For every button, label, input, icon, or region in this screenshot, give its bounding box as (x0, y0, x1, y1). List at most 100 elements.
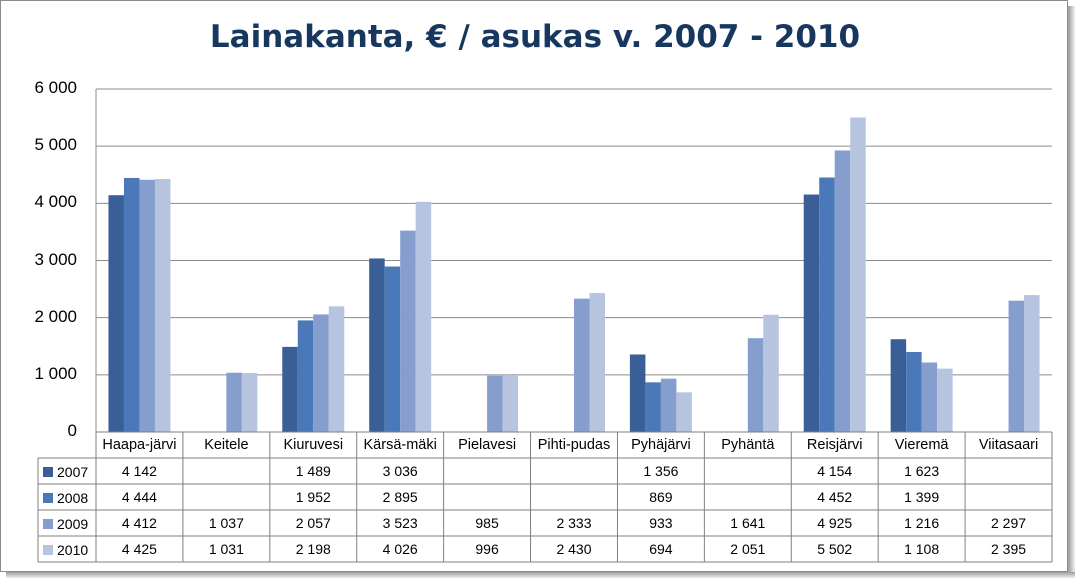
bar (328, 306, 345, 432)
bar (921, 362, 938, 432)
table-value: 2 051 (730, 541, 766, 557)
table-value: 996 (475, 541, 499, 557)
bar (123, 177, 140, 432)
table-value: 694 (649, 541, 673, 557)
bar (660, 378, 677, 432)
y-tick-label: 2 000 (34, 306, 77, 326)
table-value: 1 216 (904, 515, 940, 531)
table-value: 2 333 (556, 515, 592, 531)
category-label: Viitasaari (978, 437, 1039, 453)
y-tick-label: 6 000 (34, 78, 77, 97)
bar (297, 320, 314, 432)
bar (108, 195, 124, 432)
table-value: 2 297 (991, 515, 1027, 531)
category-label: Pihti-pudas (537, 437, 611, 453)
frame-shadow-bottom (6, 572, 1075, 578)
bar (747, 338, 764, 432)
bar (574, 298, 590, 432)
bar (890, 339, 907, 432)
bar (241, 373, 258, 432)
bar (803, 194, 820, 432)
table-value: 4 026 (382, 541, 418, 557)
bar (415, 201, 432, 432)
table-value: 4 925 (817, 515, 853, 531)
table-value: 1 356 (643, 463, 679, 479)
bar (850, 117, 866, 433)
legend-entry: 2008 (43, 490, 88, 506)
bar (645, 382, 661, 432)
table-value: 2 198 (295, 541, 331, 557)
legend-entry: 2007 (43, 464, 88, 480)
chart-title: Lainakanta, € / asukas v. 2007 - 2010 (209, 19, 861, 55)
category-label: Haapa-järvi (102, 437, 177, 453)
legend-swatch (43, 519, 53, 529)
bar (676, 392, 692, 432)
table-value: 3 523 (382, 515, 418, 531)
table-value: 2 430 (556, 541, 592, 557)
legend-entry: 2009 (43, 516, 88, 532)
category-label: Kiuruvesi (283, 437, 344, 453)
category-label: Pielavesi (458, 437, 517, 453)
bar (906, 352, 922, 432)
bar (937, 368, 953, 432)
table-value: 1 031 (208, 541, 244, 557)
table-value: 4 444 (121, 489, 157, 505)
y-tick-label: 3 000 (34, 249, 77, 269)
category-label: Pyhäjärvi (631, 437, 691, 453)
table-value: 5 502 (817, 541, 853, 557)
bar (139, 179, 155, 432)
category-label: Kärsä-mäki (363, 437, 437, 453)
legend-label: 2008 (57, 490, 89, 506)
table-value: 2 895 (382, 489, 418, 505)
legend-entry: 2010 (43, 542, 88, 558)
bar (154, 179, 171, 432)
bar (313, 314, 329, 432)
table-value: 4 154 (817, 463, 853, 479)
bar (819, 177, 835, 432)
bar (369, 258, 385, 432)
table-value: 1 623 (904, 463, 940, 479)
table-value: 4 142 (121, 463, 157, 479)
table-value: 4 425 (121, 541, 157, 557)
y-tick-label: 1 000 (34, 363, 77, 383)
legend-label: 2007 (57, 464, 89, 480)
bar (763, 314, 779, 432)
frame-shadow-right (1068, 6, 1075, 578)
table-value: 1 952 (295, 489, 331, 505)
table-value: 2 395 (991, 541, 1027, 557)
legend-label: 2009 (57, 516, 89, 532)
table-value: 1 399 (904, 489, 940, 505)
table-value: 3 036 (382, 463, 418, 479)
bar (384, 266, 401, 432)
bar (400, 230, 416, 432)
bar (1008, 300, 1025, 432)
bar (1024, 295, 1040, 432)
y-tick-label: 4 000 (34, 192, 77, 212)
category-label: Reisjärvi (806, 437, 863, 453)
bar (629, 354, 646, 432)
bar (589, 293, 605, 432)
legend-swatch (43, 493, 53, 503)
category-label: Keitele (204, 437, 249, 453)
y-tick-label: 5 000 (34, 135, 77, 155)
table-value: 1 489 (295, 463, 331, 479)
legend-label: 2010 (57, 542, 89, 558)
table-value: 933 (649, 515, 673, 531)
table-value: 4 412 (121, 515, 157, 531)
legend-swatch (43, 545, 53, 555)
table-value: 2 057 (295, 515, 331, 531)
category-label: Pyhäntä (721, 437, 775, 453)
bar (487, 375, 503, 432)
bar (282, 346, 298, 432)
bar (502, 375, 519, 432)
table-value: 1 108 (904, 541, 940, 557)
table-value: 1 037 (208, 515, 244, 531)
table-value: 985 (475, 515, 499, 531)
legend-swatch (43, 467, 53, 477)
table-value: 1 641 (730, 515, 766, 531)
y-tick-label: 0 (67, 421, 77, 440)
category-label: Vieremä (894, 437, 949, 453)
table-value: 869 (649, 489, 673, 505)
